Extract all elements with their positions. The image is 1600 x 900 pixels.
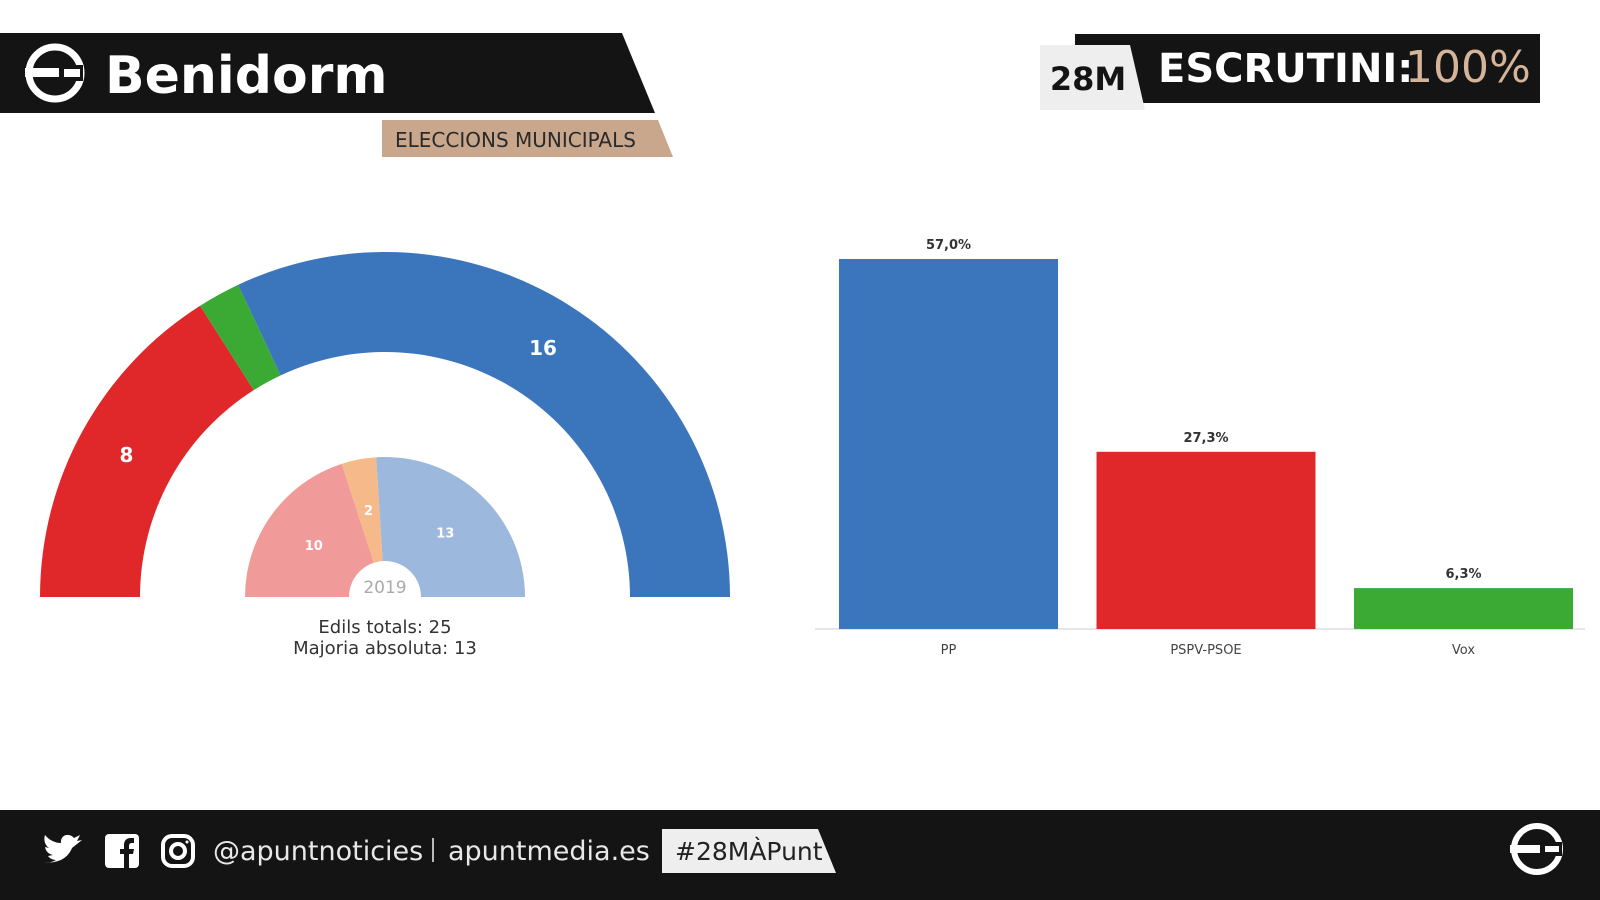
value-label: 27,3% [1183, 431, 1228, 446]
subtitle: ELECCIONS MUNICIPALS [395, 128, 636, 152]
bar [1354, 588, 1573, 629]
segment [341, 457, 385, 597]
subtitle-box [382, 120, 673, 157]
x-tick-label: PSPV-PSOE [1170, 643, 1241, 658]
bar [1096, 451, 1316, 629]
note: Edils totals: 25 [318, 617, 451, 638]
twitter-icon [44, 834, 82, 863]
hashtag: #28MÀPunt [675, 837, 823, 866]
segment [245, 463, 385, 597]
segment [200, 284, 281, 391]
inner-hole [349, 561, 421, 633]
segment-label: 8 [120, 443, 134, 467]
value-label: 6,3% [1445, 567, 1481, 582]
segment-label: 16 [529, 336, 557, 360]
inner-title: 2019 [363, 578, 406, 598]
note: Majoria absoluta: 13 [293, 638, 477, 659]
bar [839, 259, 1058, 629]
x-tick-label: PP [941, 643, 957, 658]
segment [376, 456, 525, 597]
x-tick-label: Vox [1452, 643, 1475, 658]
handle: @apuntnoticies [213, 836, 423, 867]
hashtag-box [662, 829, 836, 873]
segment [238, 252, 730, 598]
status-label: ESCRUTINI: [1158, 46, 1413, 92]
segment-label: 13 [436, 526, 454, 541]
segment [40, 305, 254, 597]
segment-label: 10 [305, 539, 323, 554]
badge: 28M [1050, 60, 1126, 98]
status-bar [1075, 34, 1540, 103]
badge-box [1040, 45, 1145, 110]
website: apuntmedia.es [448, 836, 650, 867]
title: Benidorm [105, 46, 388, 106]
footer-logo [1510, 823, 1563, 875]
logo [25, 43, 85, 103]
title-bar [0, 33, 655, 113]
instagram-icon [161, 834, 195, 868]
bar-chart: 57,0% PP 27,3% PSPV-PSOE 6,3% Vox [815, 238, 1585, 658]
segment-label: 2 [364, 504, 373, 519]
status-value: 100% [1405, 42, 1531, 93]
facebook-icon [105, 834, 139, 868]
value-label: 57,0% [926, 238, 971, 253]
